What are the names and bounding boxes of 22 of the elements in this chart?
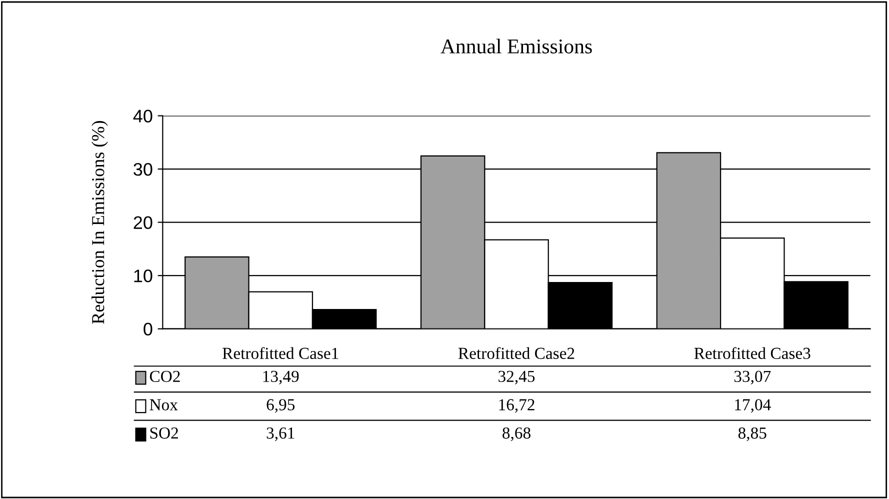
data-label: 13,49 <box>263 370 299 384</box>
y-tick-label: 30 <box>134 162 152 176</box>
data-label: 32,45 <box>498 370 535 384</box>
data-label: 8,85 <box>738 427 766 442</box>
y-tick-label: 0 <box>144 322 152 336</box>
data-label: 3,61 <box>266 427 294 442</box>
data-label: 6,95 <box>266 399 295 413</box>
x-tick-label: Retrofitted Case1 <box>222 347 338 360</box>
x-tick-label: Retrofitted Case3 <box>694 347 810 360</box>
legend-label: CO2 <box>150 370 180 382</box>
data-label: 33,07 <box>734 370 771 384</box>
y-tick-label: 20 <box>134 216 152 230</box>
y-tick-label: 10 <box>134 270 152 282</box>
data-label: 17,04 <box>735 399 771 413</box>
y-tick-label: 40 <box>133 110 152 122</box>
y-axis-title: Reduction In Emissions (%) <box>92 121 108 324</box>
chart-title: Annual Emissions <box>440 38 592 54</box>
x-tick-label: Retrofitted Case2 <box>458 347 574 360</box>
legend-label: SO2 <box>150 427 178 439</box>
legend-label: Nox <box>150 399 178 410</box>
data-label: 8,68 <box>502 427 530 442</box>
data-label: 16,72 <box>499 399 534 413</box>
